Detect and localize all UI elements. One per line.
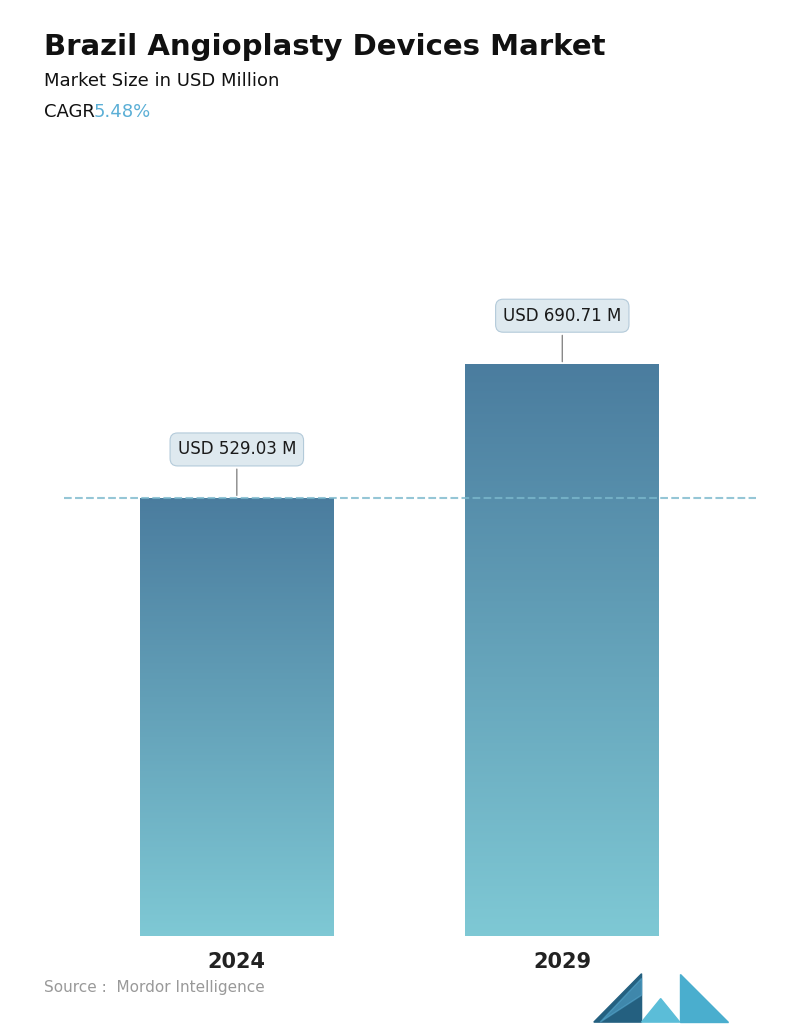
Text: USD 529.03 M: USD 529.03 M	[178, 440, 296, 495]
Polygon shape	[680, 974, 728, 1022]
Polygon shape	[642, 999, 680, 1022]
Text: CAGR: CAGR	[44, 103, 100, 121]
Polygon shape	[594, 974, 642, 1022]
Text: Market Size in USD Million: Market Size in USD Million	[44, 72, 279, 90]
Polygon shape	[600, 978, 642, 1022]
Text: 5.48%: 5.48%	[93, 103, 150, 121]
Text: USD 690.71 M: USD 690.71 M	[503, 307, 622, 362]
Text: Brazil Angioplasty Devices Market: Brazil Angioplasty Devices Market	[44, 33, 605, 61]
Text: Source :  Mordor Intelligence: Source : Mordor Intelligence	[44, 979, 264, 995]
